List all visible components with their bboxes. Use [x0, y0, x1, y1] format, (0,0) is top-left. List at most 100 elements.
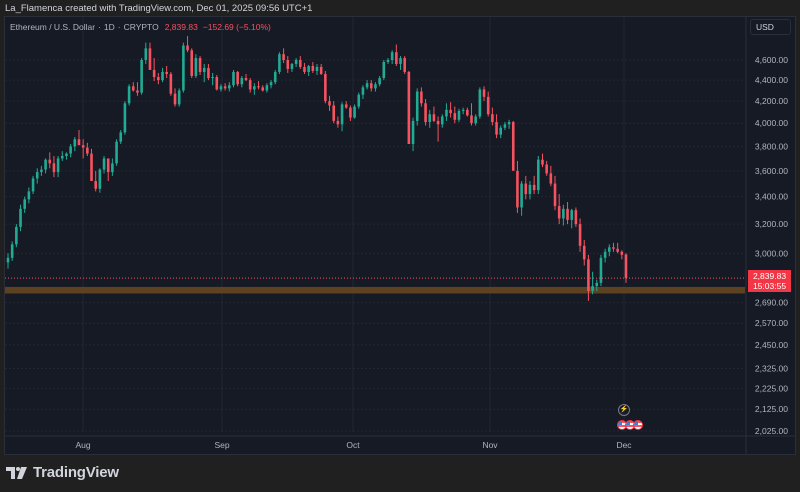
candle-body: [177, 90, 181, 105]
candle-body: [344, 104, 348, 108]
candle-body: [77, 139, 81, 146]
candle-body: [303, 66, 306, 72]
candle-body: [257, 86, 260, 88]
candle-body: [620, 251, 624, 255]
last-price: 2,839.83: [164, 22, 198, 32]
candle-body: [545, 164, 548, 174]
candle-body: [240, 78, 244, 85]
y-axis-label: 3,000.00: [755, 248, 788, 258]
candle-body: [449, 109, 452, 114]
candle-body: [228, 85, 231, 89]
symbol-legend: Ethereum / U.S. Dollar · 1D · CRYPTO 2,839.83…: [10, 22, 271, 32]
candle-body: [361, 87, 365, 95]
candle-body: [15, 226, 18, 245]
y-axis-label: 3,600.00: [755, 166, 788, 176]
candle-body: [261, 87, 265, 91]
candle-body: [324, 73, 327, 102]
candle-body: [40, 169, 43, 173]
candle-body: [60, 156, 64, 159]
candle-body: [190, 50, 194, 77]
candle-body: [161, 71, 164, 81]
candle-body: [411, 120, 415, 145]
candle-body: [478, 89, 482, 117]
candle-body: [65, 153, 68, 157]
symbol-name[interactable]: Ethereum / U.S. Dollar: [10, 22, 96, 32]
candle-body: [332, 105, 335, 121]
candle-body: [616, 248, 619, 252]
candle-body: [86, 147, 89, 154]
candle-body: [386, 60, 390, 62]
candle-body: [152, 69, 156, 78]
candle-body: [520, 183, 523, 208]
candle-body: [453, 113, 457, 120]
candle-body: [144, 48, 148, 60]
candle-body: [499, 127, 503, 135]
candle-body: [582, 245, 586, 260]
chart-credit: La_Flamenca created with TradingView.com…: [5, 3, 313, 14]
candle-body: [253, 86, 256, 90]
candle-body: [603, 251, 607, 258]
candle-body: [541, 159, 544, 165]
candle-body: [424, 103, 427, 123]
currency-button[interactable]: USD: [750, 19, 791, 35]
x-axis-label: Sep: [214, 440, 229, 450]
candle-body: [369, 83, 373, 89]
candle-body: [23, 199, 26, 209]
candle-body: [273, 71, 277, 83]
candle-body: [136, 90, 139, 93]
candle-body: [553, 183, 557, 207]
candle-body: [202, 67, 206, 72]
us-flag-icon[interactable]: [633, 420, 643, 430]
candle-body: [148, 48, 152, 70]
y-axis-label: 2,125.00: [755, 404, 788, 414]
candle-body: [507, 122, 511, 125]
exchange-label: CRYPTO: [123, 22, 159, 32]
lightning-event-icon[interactable]: ⚡: [618, 404, 630, 416]
candle-body: [511, 122, 515, 171]
candle-body: [69, 146, 72, 154]
y-axis-label: 4,400.00: [755, 75, 788, 85]
x-axis-label: Dec: [616, 440, 632, 450]
candle-body: [595, 282, 599, 287]
candle-body: [35, 172, 39, 179]
support-zone[interactable]: [5, 286, 745, 294]
candle-body: [491, 114, 494, 123]
y-axis-label: 2,570.00: [755, 318, 788, 328]
candle-body: [349, 107, 352, 118]
candle-body: [10, 244, 14, 258]
candle-body: [440, 116, 444, 125]
candle-body: [340, 104, 344, 125]
candle-body: [115, 141, 118, 164]
candle-body: [19, 208, 22, 227]
candle-body: [315, 66, 319, 71]
interval-label[interactable]: 1D: [103, 22, 115, 32]
candle-body: [111, 163, 114, 173]
y-axis-label: 4,600.00: [755, 55, 788, 65]
candle-body: [591, 286, 594, 291]
x-axis-label: Oct: [346, 440, 360, 450]
candle-body: [407, 71, 411, 145]
candle-body: [624, 254, 628, 279]
candle-body: [286, 60, 290, 69]
candle-body: [608, 247, 611, 252]
candle-body: [532, 184, 536, 191]
candle-body: [503, 124, 507, 128]
candle-body: [106, 158, 110, 173]
logo-text: TradingView: [33, 464, 119, 481]
candle-body: [169, 73, 173, 94]
candle-body: [570, 210, 574, 220]
candle-body: [445, 109, 448, 117]
candle-body: [215, 77, 219, 90]
candle-body: [173, 93, 177, 105]
candle-body: [194, 58, 198, 77]
chart-panel[interactable]: [4, 16, 796, 455]
candle-body: [461, 109, 465, 111]
candle-body: [56, 158, 60, 173]
tradingview-logo[interactable]: TradingView: [6, 464, 119, 481]
candle-body: [420, 91, 423, 104]
candle-body: [44, 159, 47, 170]
candle-body: [186, 45, 189, 51]
candle-body: [524, 183, 528, 195]
candle-body: [486, 96, 490, 115]
